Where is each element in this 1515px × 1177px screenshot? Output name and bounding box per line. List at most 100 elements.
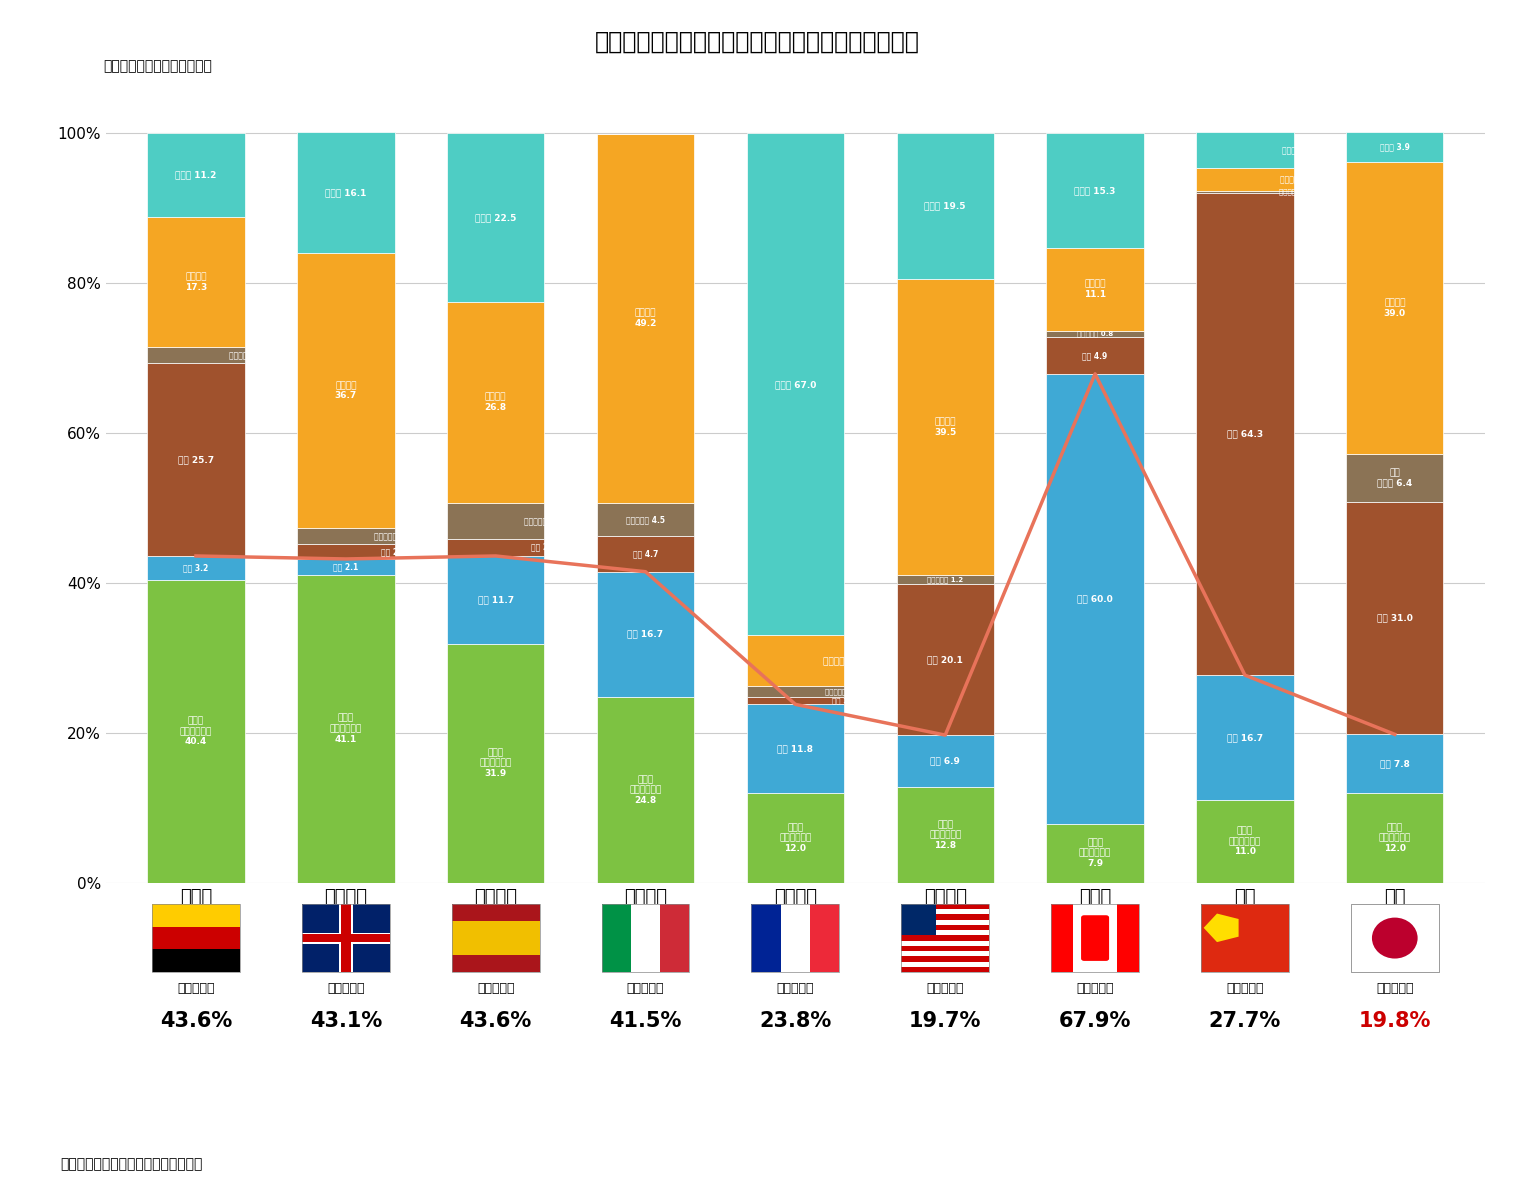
Bar <box>1047 331 1144 337</box>
Bar <box>1197 193 1294 676</box>
Bar <box>897 585 994 736</box>
Text: 天然ガス 3.1: 天然ガス 3.1 <box>1280 175 1315 184</box>
Bar <box>597 697 694 883</box>
Text: 再エネ比率: 再エネ比率 <box>927 982 964 995</box>
Text: 水力 16.7: 水力 16.7 <box>1227 733 1264 743</box>
Bar <box>1047 248 1144 331</box>
Bar <box>447 301 544 503</box>
Text: 石油その他 4.8: 石油その他 4.8 <box>524 517 564 525</box>
Text: 石油その他 2.2: 石油その他 2.2 <box>229 351 268 360</box>
Text: 水力 11.7: 水力 11.7 <box>477 596 514 604</box>
Text: 再エネ
（水力除く）
41.1: 再エネ （水力除く） 41.1 <box>330 713 362 744</box>
Text: 再エネ
（水力除く）
12.0: 再エネ （水力除く） 12.0 <box>1379 823 1410 852</box>
Text: 水力 2.1: 水力 2.1 <box>333 563 359 571</box>
Bar <box>1347 503 1444 734</box>
Bar <box>1197 191 1294 193</box>
Text: 石炭 1.0: 石炭 1.0 <box>832 697 854 704</box>
Text: 再エネ
（水力除く）
40.4: 再エネ （水力除く） 40.4 <box>180 717 212 746</box>
Text: 43.6%: 43.6% <box>459 1011 532 1031</box>
Bar <box>1347 793 1444 883</box>
Bar <box>897 736 994 786</box>
Text: 19.7%: 19.7% <box>909 1011 982 1031</box>
Text: 41.5%: 41.5% <box>609 1011 682 1031</box>
Text: 再エネ比率: 再エネ比率 <box>1076 982 1114 995</box>
Bar <box>747 793 844 883</box>
Text: 天然ガス
17.3: 天然ガス 17.3 <box>185 272 208 292</box>
Text: 石油その他 2.1: 石油その他 2.1 <box>374 532 414 540</box>
Bar <box>297 544 394 559</box>
Text: 67.9%: 67.9% <box>1059 1011 1132 1031</box>
Bar <box>147 133 244 218</box>
Text: 水力 3.2: 水力 3.2 <box>183 564 209 572</box>
Bar <box>1347 454 1444 503</box>
Text: 水力 7.8: 水力 7.8 <box>1380 759 1410 769</box>
Text: 石炭 25.7: 石炭 25.7 <box>177 455 214 464</box>
Text: 再エネ比率: 再エネ比率 <box>177 982 215 995</box>
Bar <box>597 134 694 503</box>
Text: 再エネ
（水力除く）
31.9: 再エネ （水力除く） 31.9 <box>480 749 512 778</box>
Text: 天然ガス
39.0: 天然ガス 39.0 <box>1383 298 1406 318</box>
Bar <box>1197 676 1294 800</box>
Text: 再エネ
（水力除く）
7.9: 再エネ （水力除く） 7.9 <box>1079 838 1110 869</box>
Text: 石油その他 1.2: 石油その他 1.2 <box>927 577 964 584</box>
Text: 石油その他 0.3: 石油その他 0.3 <box>1279 188 1315 195</box>
Bar <box>147 347 244 364</box>
Bar <box>447 133 544 301</box>
Text: 石炭 20.1: 石炭 20.1 <box>927 656 964 664</box>
Bar <box>747 704 844 793</box>
Bar <box>297 528 394 544</box>
Text: 原子力 4.7: 原子力 4.7 <box>1282 146 1312 154</box>
Bar <box>447 503 544 539</box>
Bar <box>1047 824 1144 883</box>
Text: 石炭 4.7: 石炭 4.7 <box>633 550 658 559</box>
Bar <box>747 133 844 636</box>
Text: 水力 6.9: 水力 6.9 <box>930 757 961 765</box>
Bar <box>147 364 244 556</box>
Text: 原子力 11.2: 原子力 11.2 <box>176 171 217 180</box>
Bar <box>747 636 844 686</box>
Text: 石炭 31.0: 石炭 31.0 <box>1377 613 1412 623</box>
Bar <box>597 537 694 572</box>
Text: 再エネ比率: 再エネ比率 <box>1376 982 1413 995</box>
Text: 天然ガス
39.5: 天然ガス 39.5 <box>935 418 956 437</box>
Text: 石炭 64.3: 石炭 64.3 <box>1227 430 1264 439</box>
Bar <box>447 556 544 644</box>
Bar <box>597 572 694 697</box>
Text: 水力 16.7: 水力 16.7 <box>627 630 664 639</box>
Text: 原子力 3.9: 原子力 3.9 <box>1380 142 1410 152</box>
Text: 水力 11.8: 水力 11.8 <box>777 744 814 753</box>
Bar <box>297 574 394 883</box>
Bar <box>147 556 244 580</box>
Text: 石油その他 0.8: 石油その他 0.8 <box>1077 331 1114 338</box>
Text: 石炭 2.0: 石炭 2.0 <box>382 547 406 556</box>
Text: 天然ガス
36.7: 天然ガス 36.7 <box>335 381 358 400</box>
Text: 原子力 19.5: 原子力 19.5 <box>924 201 967 211</box>
Text: 石油
その他 6.4: 石油 その他 6.4 <box>1377 468 1412 487</box>
Bar <box>1347 161 1444 454</box>
Bar <box>897 786 994 883</box>
Bar <box>897 576 994 585</box>
Text: 19.8%: 19.8% <box>1359 1011 1432 1031</box>
Text: 石炭 4.9: 石炭 4.9 <box>1082 351 1107 360</box>
Bar <box>1197 167 1294 191</box>
Text: 再エネ比率: 再エネ比率 <box>1226 982 1264 995</box>
Text: 図表３　主要国のエネルギーミックスと再エネ比率: 図表３ 主要国のエネルギーミックスと再エネ比率 <box>595 29 920 53</box>
Bar <box>897 133 994 279</box>
Text: 再エネ
（水力除く）
12.0: 再エネ （水力除く） 12.0 <box>779 823 812 852</box>
Text: 原子力 16.1: 原子力 16.1 <box>326 188 367 198</box>
Text: 再エネ
（水力除く）
11.0: 再エネ （水力除く） 11.0 <box>1229 826 1260 857</box>
Text: 原子力 22.5: 原子力 22.5 <box>476 213 517 222</box>
Text: 43.1%: 43.1% <box>309 1011 382 1031</box>
Bar <box>1197 800 1294 883</box>
Bar <box>447 644 544 883</box>
Bar <box>297 559 394 574</box>
Bar <box>1347 734 1444 793</box>
Bar <box>747 686 844 697</box>
Text: 原子力 67.0: 原子力 67.0 <box>774 380 817 388</box>
Bar <box>147 218 244 347</box>
Text: 石炭 2.3: 石炭 2.3 <box>530 543 556 552</box>
Text: （発電電力量に占める割合）: （発電電力量に占める割合） <box>103 59 212 73</box>
Bar <box>297 133 394 253</box>
Text: 再エネ比率: 再エネ比率 <box>477 982 515 995</box>
Bar <box>597 503 694 537</box>
